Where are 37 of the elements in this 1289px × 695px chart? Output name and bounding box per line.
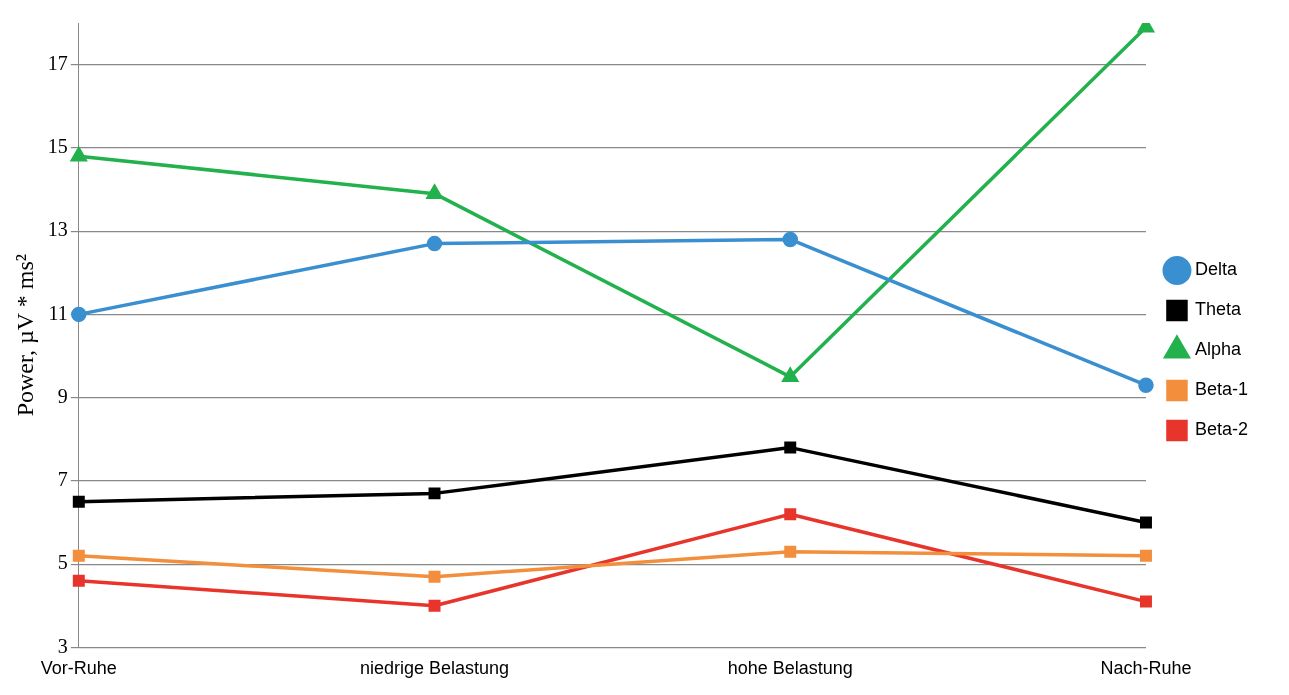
y-tick-label: 3 bbox=[57, 634, 68, 657]
point bbox=[784, 545, 797, 558]
point bbox=[1138, 377, 1154, 393]
point bbox=[784, 508, 797, 521]
y-tick-label: 17 bbox=[47, 51, 68, 74]
y-tick-label: 7 bbox=[57, 468, 68, 491]
y-tick-label: 11 bbox=[48, 301, 68, 324]
point bbox=[428, 570, 441, 583]
legend-label: Beta-1 bbox=[1194, 379, 1249, 400]
y-axis-title: Power, µV * ms² bbox=[11, 254, 38, 417]
point bbox=[426, 235, 443, 252]
y-tick-label: 5 bbox=[57, 551, 68, 574]
point bbox=[784, 441, 797, 454]
legend-label: Theta bbox=[1194, 299, 1242, 320]
point bbox=[1139, 516, 1152, 529]
point bbox=[1139, 595, 1152, 608]
y-tick-label: 13 bbox=[47, 218, 68, 241]
point bbox=[782, 368, 799, 383]
x-tick-label: niedrige Belastung bbox=[359, 658, 510, 679]
legend-label: Beta-2 bbox=[1194, 419, 1249, 440]
point bbox=[72, 549, 85, 562]
point bbox=[428, 599, 441, 612]
y-tick-label: 15 bbox=[47, 135, 68, 158]
point bbox=[72, 574, 85, 587]
x-tick-label: hohe Belastung bbox=[727, 658, 853, 679]
point bbox=[71, 306, 87, 323]
point bbox=[1139, 549, 1152, 562]
x-tick-label: Nach-Ruhe bbox=[1100, 658, 1192, 679]
point bbox=[428, 487, 441, 500]
legend-label: Alpha bbox=[1194, 339, 1242, 360]
x-tick-label: Vor-Ruhe bbox=[40, 658, 117, 679]
point bbox=[426, 184, 443, 199]
point bbox=[72, 495, 85, 508]
point bbox=[782, 231, 798, 248]
legend-label: Delta bbox=[1194, 259, 1238, 280]
point bbox=[70, 147, 87, 162]
y-tick-label: 9 bbox=[57, 384, 68, 407]
